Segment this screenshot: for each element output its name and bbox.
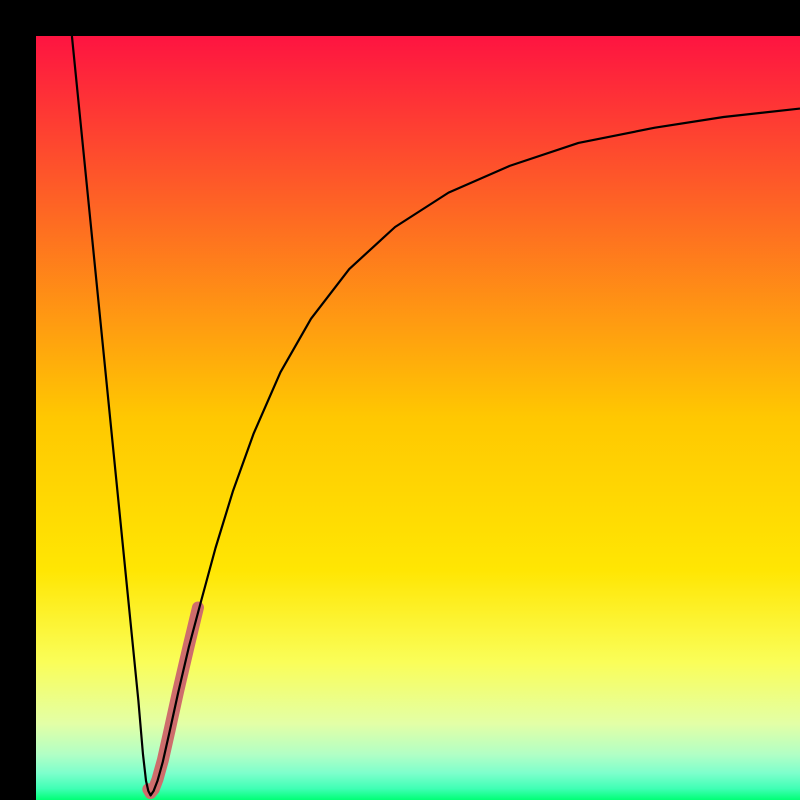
plot-background — [36, 36, 800, 800]
watermark-text: TheBottleneck.com — [564, 2, 795, 30]
bottleneck-chart: TheBottleneck.com — [0, 0, 800, 800]
